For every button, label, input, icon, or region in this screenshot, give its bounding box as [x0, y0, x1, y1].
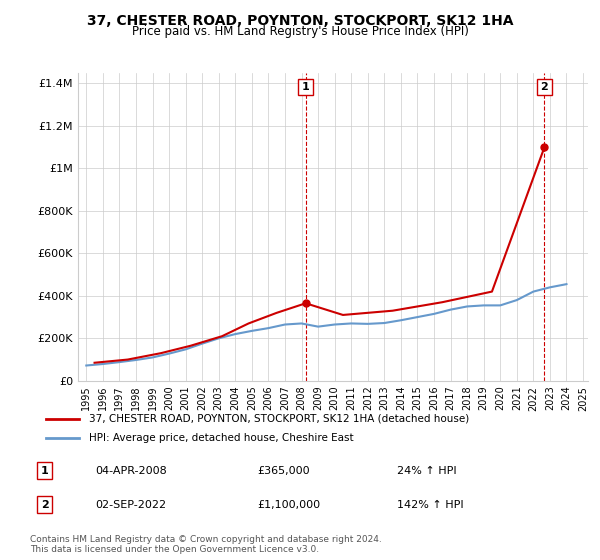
Text: 04-APR-2008: 04-APR-2008	[95, 465, 167, 475]
Text: £1,100,000: £1,100,000	[257, 500, 320, 510]
Text: Price paid vs. HM Land Registry's House Price Index (HPI): Price paid vs. HM Land Registry's House …	[131, 25, 469, 38]
Text: £365,000: £365,000	[257, 465, 310, 475]
Text: Contains HM Land Registry data © Crown copyright and database right 2024.
This d: Contains HM Land Registry data © Crown c…	[30, 535, 382, 554]
Text: 2: 2	[541, 82, 548, 92]
Text: 2: 2	[41, 500, 49, 510]
Text: HPI: Average price, detached house, Cheshire East: HPI: Average price, detached house, Ches…	[89, 433, 354, 444]
Text: 1: 1	[41, 465, 49, 475]
Text: 02-SEP-2022: 02-SEP-2022	[95, 500, 166, 510]
Text: 142% ↑ HPI: 142% ↑ HPI	[397, 500, 464, 510]
Text: 37, CHESTER ROAD, POYNTON, STOCKPORT, SK12 1HA: 37, CHESTER ROAD, POYNTON, STOCKPORT, SK…	[87, 14, 513, 28]
Text: 1: 1	[302, 82, 310, 92]
Text: 24% ↑ HPI: 24% ↑ HPI	[397, 465, 457, 475]
Text: 37, CHESTER ROAD, POYNTON, STOCKPORT, SK12 1HA (detached house): 37, CHESTER ROAD, POYNTON, STOCKPORT, SK…	[89, 413, 470, 423]
